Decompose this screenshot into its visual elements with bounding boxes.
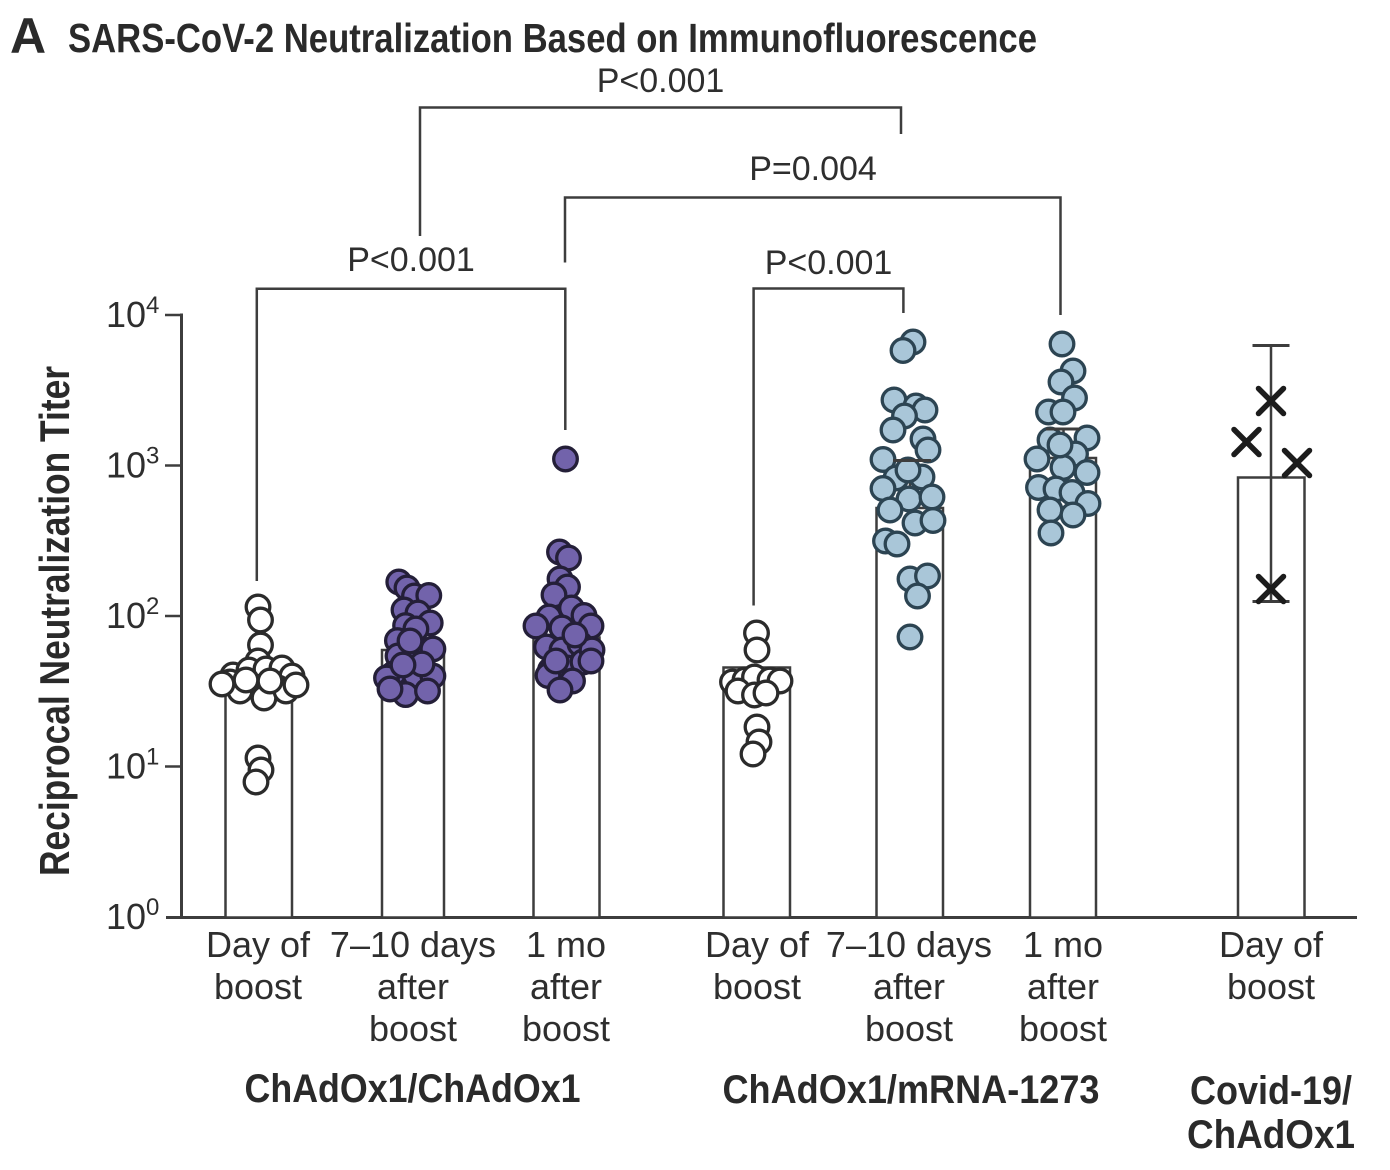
svg-text:P<0.001: P<0.001 — [597, 62, 725, 100]
svg-text:after: after — [1027, 966, 1099, 1007]
svg-text:1 mo: 1 mo — [1023, 924, 1103, 965]
svg-text:Day of: Day of — [705, 924, 810, 965]
svg-text:1: 1 — [146, 744, 159, 771]
svg-text:0: 0 — [146, 894, 159, 921]
svg-text:boost: boost — [1019, 1008, 1107, 1049]
svg-text:after: after — [530, 966, 602, 1007]
svg-text:boost: boost — [369, 1008, 457, 1049]
svg-text:10: 10 — [106, 595, 146, 636]
svg-text:10: 10 — [106, 445, 146, 486]
svg-text:1 mo: 1 mo — [526, 924, 606, 965]
svg-text:ChAdOx1: ChAdOx1 — [1187, 1113, 1355, 1157]
svg-text:Reciprocal Neutralization Tite: Reciprocal Neutralization Titer — [31, 366, 78, 876]
svg-text:P<0.001: P<0.001 — [765, 244, 893, 282]
svg-text:Covid-19/: Covid-19/ — [1190, 1069, 1352, 1113]
svg-text:A: A — [10, 8, 46, 64]
svg-text:10: 10 — [106, 746, 146, 787]
svg-text:P=0.004: P=0.004 — [749, 150, 877, 188]
svg-text:Day of: Day of — [206, 924, 311, 965]
svg-text:ChAdOx1/ChAdOx1: ChAdOx1/ChAdOx1 — [245, 1067, 581, 1111]
svg-text:10: 10 — [106, 294, 146, 335]
svg-text:boost: boost — [1227, 966, 1315, 1007]
svg-text:7–10 days: 7–10 days — [330, 924, 496, 965]
svg-text:ChAdOx1/mRNA-1273: ChAdOx1/mRNA-1273 — [723, 1068, 1100, 1112]
svg-text:10: 10 — [106, 896, 146, 937]
svg-text:boost: boost — [865, 1008, 953, 1049]
svg-text:boost: boost — [522, 1008, 610, 1049]
svg-text:2: 2 — [146, 593, 159, 620]
svg-text:after: after — [873, 966, 945, 1007]
svg-text:7–10 days: 7–10 days — [826, 924, 992, 965]
svg-text:boost: boost — [713, 966, 801, 1007]
svg-text:4: 4 — [146, 292, 159, 319]
svg-text:boost: boost — [214, 966, 302, 1007]
svg-text:Day of: Day of — [1219, 924, 1324, 965]
svg-text:SARS-CoV-2 Neutralization Base: SARS-CoV-2 Neutralization Based on Immun… — [68, 15, 1037, 61]
svg-text:P<0.001: P<0.001 — [347, 241, 475, 279]
svg-text:after: after — [377, 966, 449, 1007]
svg-text:3: 3 — [146, 443, 159, 470]
